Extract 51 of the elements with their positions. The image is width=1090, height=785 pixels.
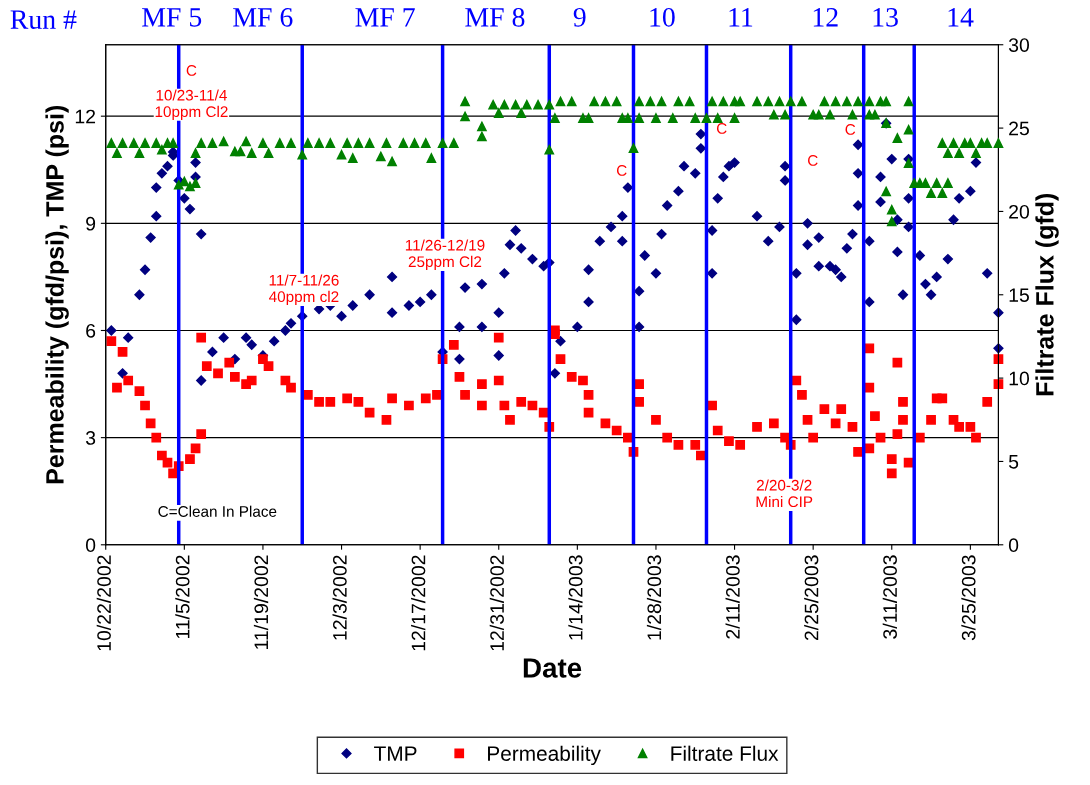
x-tick-label: 11/5/2002 [175, 555, 190, 639]
text: 14 [948, 8, 974, 27]
x-tick-label: 10/22/2002 [96, 555, 111, 651]
y-tick-label: 9 [86, 216, 96, 231]
text: 10 [650, 7, 675, 27]
y2-tick-label: 5 [1008, 455, 1019, 469]
x-tick-label: 1/14/2003 [568, 555, 583, 640]
x-tick-label: 11/19/2002 [253, 555, 269, 649]
y2-tick-label: 10 [1009, 371, 1030, 386]
y2-axis-title: Filtrate Flux (gfd) [1035, 193, 1059, 396]
legend-label: TMP [374, 746, 417, 761]
y2-tick-label: 30 [1008, 38, 1030, 52]
x-tick-label: 3/11/2003 [882, 555, 897, 639]
annotation: C [616, 165, 627, 176]
x-tick-label: 3/25/2003 [961, 555, 976, 641]
text: MF 7 [355, 8, 415, 27]
annotation: C [716, 123, 727, 134]
annotation: C [845, 124, 856, 135]
text: MF 6 [233, 8, 293, 27]
x-tick-label: 2/25/2003 [804, 555, 819, 641]
x-tick-label: 12/17/2002 [411, 555, 426, 651]
legend-label: Permeability [488, 745, 601, 766]
legend-label: Filtrate Flux [671, 745, 779, 761]
annotation: C [808, 155, 818, 166]
y-axis-title: Permeability (gfd/psi), TMP (psi) [45, 105, 69, 484]
annotation: C=Clean In Place [158, 505, 277, 517]
annotation: 10/23-11/4 10ppm Cl2 [155, 89, 228, 121]
annotation: 11/7-11/26 40ppm cl2 [269, 274, 339, 306]
y2-tick-label: 0 [1008, 538, 1019, 553]
text: MF 8 [465, 7, 525, 27]
text: 13 [873, 8, 898, 27]
y2-tick-label: 20 [1009, 204, 1030, 219]
text: 11 [729, 8, 753, 27]
annotation: C [186, 65, 197, 76]
y-tick-label: 6 [86, 323, 96, 338]
x-axis-title: Date [523, 658, 582, 678]
text: MF 5 [142, 8, 202, 27]
y-tick-label: 0 [85, 538, 96, 553]
y2-tick-label: 25 [1009, 121, 1029, 136]
y2-tick-label: 15 [1009, 288, 1029, 302]
annotation: 2/20-3/2 Mini CIP [756, 479, 813, 508]
annotation: 11/26-12/19 25ppm Cl2 [405, 239, 485, 271]
text: Run # [10, 10, 77, 29]
y-tick-label: 12 [75, 109, 96, 124]
y-tick-label: 3 [85, 431, 96, 445]
x-tick-label: 12/31/2002 [489, 555, 504, 651]
text: 12 [813, 8, 838, 27]
x-tick-label: 1/28/2003 [646, 555, 662, 640]
x-tick-label: 12/3/2002 [332, 555, 347, 640]
x-tick-label: 2/11/2003 [725, 555, 740, 639]
text: 9 [573, 8, 586, 27]
